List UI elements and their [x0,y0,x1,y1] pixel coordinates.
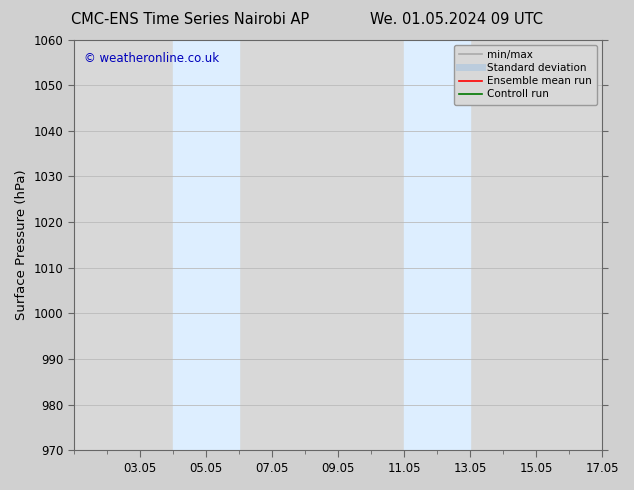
Text: CMC-ENS Time Series Nairobi AP: CMC-ENS Time Series Nairobi AP [71,12,309,27]
Bar [173,40,239,450]
Text: We. 01.05.2024 09 UTC: We. 01.05.2024 09 UTC [370,12,543,27]
Legend: min/max, Standard deviation, Ensemble mean run, Controll run: min/max, Standard deviation, Ensemble me… [454,45,597,104]
Y-axis label: Surface Pressure (hPa): Surface Pressure (hPa) [15,170,28,320]
Bar [404,40,470,450]
Text: © weatheronline.co.uk: © weatheronline.co.uk [84,52,219,65]
